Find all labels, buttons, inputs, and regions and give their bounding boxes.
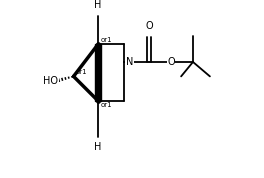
Text: or1: or1: [101, 36, 112, 43]
Text: or1: or1: [101, 102, 112, 108]
Text: H: H: [95, 142, 102, 152]
Text: H: H: [95, 0, 102, 10]
Text: N: N: [126, 57, 133, 67]
Text: HO: HO: [44, 76, 59, 86]
Text: O: O: [167, 57, 175, 67]
Polygon shape: [95, 44, 101, 101]
Text: or1: or1: [76, 69, 88, 75]
Text: O: O: [145, 21, 153, 31]
